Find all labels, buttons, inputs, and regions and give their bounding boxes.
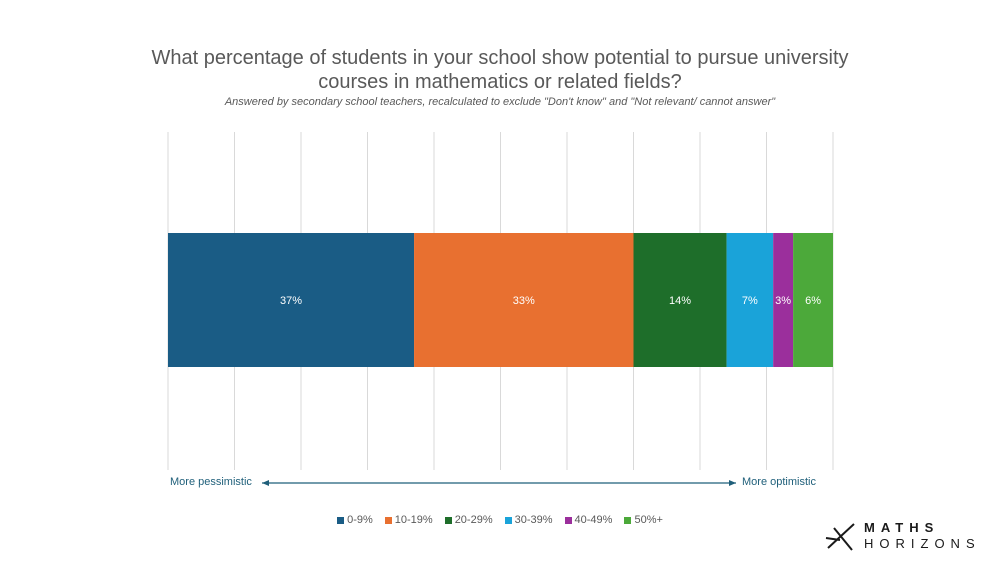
data-label-5: 3% <box>775 295 791 307</box>
legend-item-6: 50%+ <box>624 514 663 526</box>
legend-label: 20-29% <box>454 514 493 526</box>
legend-item-4: 30-39% <box>504 514 553 526</box>
bar-segment-1 <box>168 233 415 367</box>
legend-label: 0-9% <box>347 514 373 526</box>
legend-item-2: 10-19% <box>384 514 433 526</box>
legend-label: 50%+ <box>634 514 663 526</box>
legend-swatch <box>564 516 572 524</box>
data-labels: 37% 33% 14% 7% 3% 6% <box>280 295 821 307</box>
bar-segment-6 <box>793 233 833 367</box>
data-label-3: 14% <box>669 295 691 307</box>
bar-segment-5 <box>773 233 794 367</box>
chart-title: What percentage of students in your scho… <box>151 47 849 93</box>
legend-swatch <box>504 516 512 524</box>
bar-segments <box>168 233 833 367</box>
data-label-1: 37% <box>280 295 302 307</box>
legend-swatch <box>624 516 632 524</box>
data-label-2: 33% <box>513 295 535 307</box>
logo-text-bottom: HORIZONS <box>864 536 981 551</box>
legend-swatch <box>384 516 392 524</box>
legend-item-3: 20-29% <box>444 514 493 526</box>
bar-segment-3 <box>633 233 727 367</box>
legend-swatch <box>444 516 452 524</box>
bar-segment-2 <box>414 233 634 367</box>
legend-label: 30-39% <box>514 514 553 526</box>
legend-item-1: 0-9% <box>337 514 373 526</box>
maths-horizons-logo: MATHS HORIZONS <box>824 518 994 554</box>
chart-subtitle: Answered by secondary school teachers, r… <box>224 96 776 108</box>
logo-text-top: MATHS <box>864 520 940 535</box>
pessimistic-optimistic-arrow <box>262 480 736 486</box>
legend-swatch <box>337 516 345 524</box>
more-pessimistic-label: More pessimistic <box>170 476 252 488</box>
bar-segment-4 <box>726 233 774 367</box>
legend-item-5: 40-49% <box>564 514 613 526</box>
legend-label: 10-19% <box>394 514 433 526</box>
logo-mark-icon <box>825 523 855 551</box>
more-optimistic-label: More optimistic <box>742 476 816 488</box>
data-label-4: 7% <box>742 295 758 307</box>
data-label-6: 6% <box>805 295 821 307</box>
legend: 0-9% 10-19% 20-29% 30-39% 40-49% 50%+ <box>0 514 1000 526</box>
legend-label: 40-49% <box>574 514 613 526</box>
